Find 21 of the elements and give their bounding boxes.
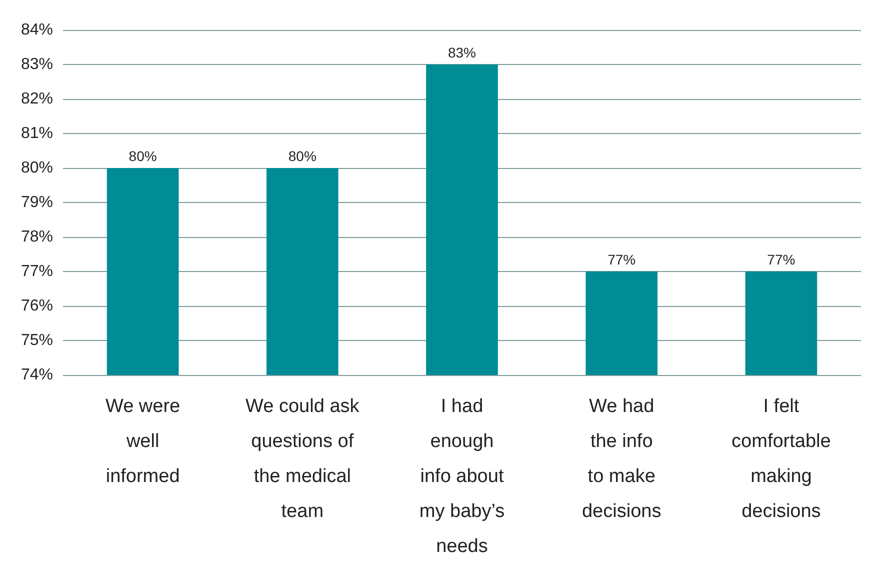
data-label: 77% <box>767 252 796 268</box>
y-tick-label: 80% <box>20 160 53 176</box>
x-tick-label: We were well informed <box>105 396 180 487</box>
y-tick-label: 84% <box>20 22 53 38</box>
x-tick-label: We could ask questions of the medical team <box>246 396 360 522</box>
x-tick-label: I had enough info about my baby’s needs <box>419 396 505 557</box>
x-tick-label: I felt comfortable making decisions <box>732 396 831 522</box>
y-tick-label: 78% <box>20 228 53 246</box>
y-tick-label: 74% <box>20 366 53 384</box>
y-tick-label: 77% <box>20 263 53 280</box>
y-tick-label: 75% <box>20 332 53 349</box>
data-label: 77% <box>608 252 636 268</box>
y-tick-label: 79% <box>20 194 53 211</box>
y-tick-label: 76% <box>20 298 53 314</box>
data-label: 80% <box>288 148 316 164</box>
data-label: 83% <box>448 44 476 60</box>
y-tick-label: 82% <box>20 90 53 108</box>
data-label: 80% <box>128 148 157 164</box>
x-tick-label: We had the info to make decisions <box>582 396 662 522</box>
y-tick-label: 83% <box>20 56 53 73</box>
y-tick-label: 81% <box>20 125 53 142</box>
